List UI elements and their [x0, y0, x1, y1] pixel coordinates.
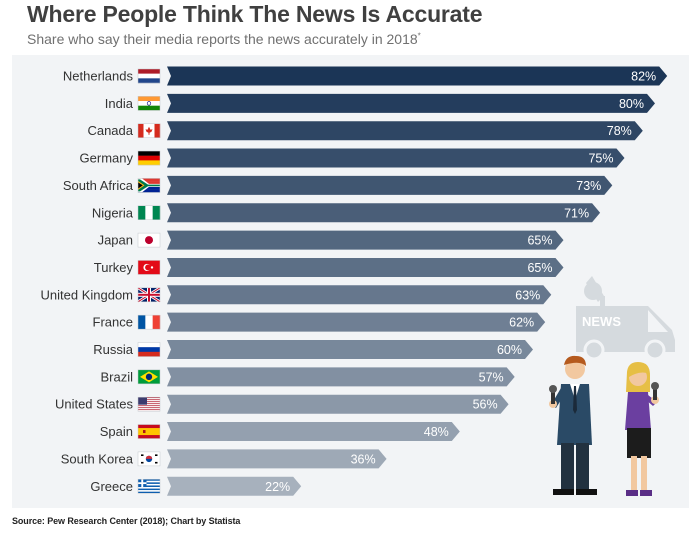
brazil-flag-icon — [137, 369, 161, 385]
van-news-label: NEWS — [582, 314, 621, 329]
bar — [167, 367, 515, 387]
bar — [167, 449, 387, 469]
category-label: South Africa — [63, 178, 134, 193]
category-label: United Kingdom — [41, 287, 134, 302]
source-footer: Source: Pew Research Center (2018); Char… — [12, 516, 241, 526]
bar — [167, 312, 546, 332]
russia-flag-icon — [137, 342, 161, 357]
value-label: 48% — [424, 425, 449, 439]
value-label: 56% — [473, 398, 498, 412]
category-label: Turkey — [94, 260, 134, 275]
bar — [167, 340, 533, 359]
value-label: 22% — [265, 480, 290, 494]
value-label: 36% — [351, 452, 376, 466]
subtitle-text: Share who say their media reports the ne… — [27, 31, 418, 47]
bar — [167, 230, 564, 250]
category-label: Spain — [100, 424, 133, 439]
category-label: South Korea — [61, 451, 134, 466]
bar — [167, 66, 668, 86]
bar — [167, 422, 460, 442]
value-label: 78% — [607, 124, 632, 138]
value-label: 75% — [588, 152, 613, 166]
bar — [167, 148, 625, 168]
category-label: Canada — [87, 123, 133, 138]
netherlands-flag-icon — [137, 68, 161, 84]
category-label: India — [105, 96, 134, 111]
value-label: 62% — [509, 316, 534, 330]
value-label: 80% — [619, 97, 644, 111]
bar — [167, 93, 655, 113]
female-reporter-icon — [625, 362, 659, 496]
category-label: Greece — [90, 479, 133, 494]
bar — [167, 394, 509, 414]
value-label: 60% — [497, 343, 522, 357]
chart-subtitle: Share who say their media reports the ne… — [27, 31, 421, 47]
news-van-icon: NEWS — [576, 276, 675, 361]
category-label: Russia — [93, 342, 134, 357]
germany-flag-icon — [137, 150, 161, 166]
bar — [167, 203, 601, 223]
india-flag-icon — [137, 96, 161, 111]
value-label: 63% — [515, 288, 540, 302]
category-label: Brazil — [100, 369, 133, 384]
category-label: United States — [55, 397, 134, 412]
value-label: 73% — [576, 179, 601, 193]
france-flag-icon — [137, 314, 161, 330]
value-label: 82% — [631, 70, 656, 84]
japan-flag-icon — [137, 232, 161, 248]
chart-title: Where People Think The News Is Accurate — [27, 1, 483, 27]
value-label: 65% — [527, 261, 552, 275]
category-label: Japan — [98, 233, 133, 248]
category-label: Netherlands — [63, 69, 134, 84]
value-label: 65% — [527, 234, 552, 248]
category-label: Nigeria — [92, 205, 134, 220]
south-korea-flag-icon — [137, 451, 161, 467]
bar — [167, 476, 302, 496]
spain-flag-icon — [137, 424, 161, 439]
turkey-flag-icon — [137, 260, 161, 275]
value-label: 71% — [564, 206, 589, 220]
bar — [167, 121, 643, 141]
bar — [167, 175, 613, 195]
nigeria-flag-icon — [137, 205, 161, 220]
greece-flag-icon — [137, 479, 161, 494]
subtitle-footnote-mark: * — [417, 31, 421, 41]
united-kingdom-flag-icon — [137, 286, 161, 303]
bar — [167, 285, 552, 305]
united-states-flag-icon — [137, 396, 161, 412]
south-africa-flag-icon — [137, 178, 161, 193]
category-label: Germany — [80, 151, 134, 166]
bar — [167, 257, 564, 277]
value-label: 57% — [479, 370, 504, 384]
category-label: France — [93, 315, 133, 330]
canada-flag-icon — [137, 123, 161, 138]
male-reporter-icon — [549, 355, 597, 495]
